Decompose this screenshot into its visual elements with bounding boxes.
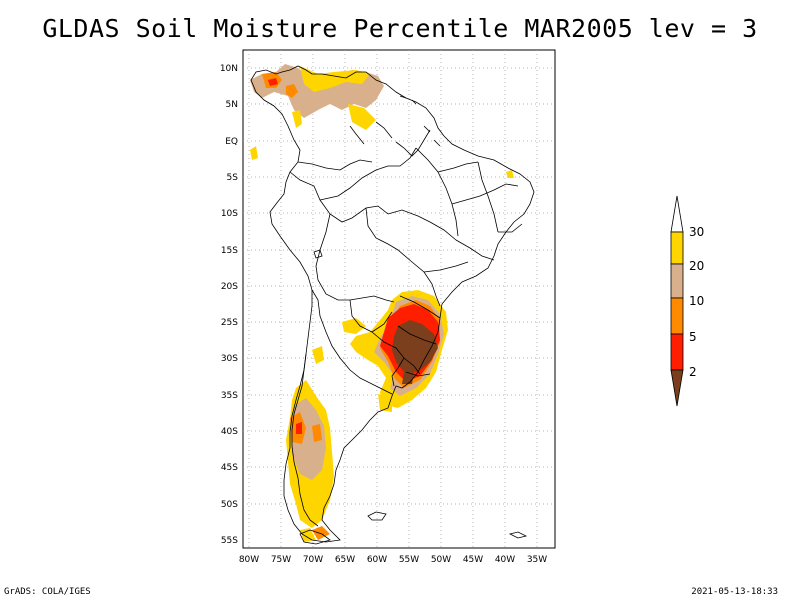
legend-label: 30: [689, 225, 704, 239]
legend-swatch-30: [670, 231, 684, 265]
chart-title: GLDAS Soil Moisture Percentile MAR2005 l…: [42, 14, 758, 43]
shade-coast-yellow: [250, 146, 258, 160]
lon-label: 70W: [303, 555, 323, 565]
lon-label: 75W: [271, 555, 291, 565]
tierra-del-fuego: [299, 529, 331, 545]
legend-label: 10: [689, 294, 704, 308]
shade-north-yellow-3: [292, 110, 302, 128]
lon-label: 80W: [239, 555, 259, 565]
legend-label: 20: [689, 259, 704, 273]
border-lines: [289, 121, 441, 527]
lat-label: 50S: [221, 500, 238, 510]
legend-swatch-10: [670, 297, 684, 335]
falklands: [367, 511, 387, 521]
lat-label: 5N: [226, 100, 238, 110]
shade-tip-yellow: [300, 528, 316, 542]
lat-label: 10S: [221, 209, 238, 219]
legend-arrow-top: [670, 195, 684, 233]
colorbar-legend: [670, 195, 684, 407]
lat-label: 25S: [221, 318, 238, 328]
lat-label: EQ: [225, 137, 238, 147]
shaded-fields: [250, 64, 514, 542]
lon-label: 45W: [463, 555, 483, 565]
lat-label: 55S: [221, 536, 238, 546]
lake-titicaca: [313, 249, 323, 259]
legend-swatch-20: [670, 263, 684, 299]
lat-axis: 10N 5N EQ 5S 10S 15S 20S 25S 30S 35S 40S…: [220, 64, 238, 546]
shade-north-yellow: [300, 66, 370, 92]
lat-label: 45S: [221, 463, 238, 473]
shade-patagonia-orange-2: [312, 424, 322, 442]
state-lines: [387, 147, 523, 377]
footer-credit: GrADS: COLA/IGES: [4, 587, 91, 597]
shade-patagonia-red: [296, 422, 302, 434]
legend-arrow-bottom: [670, 369, 684, 407]
shade-tip-orange: [312, 526, 330, 540]
coastlines: [250, 65, 535, 545]
lon-label: 60W: [367, 555, 387, 565]
lon-label: 50W: [431, 555, 451, 565]
shade-north-red: [268, 78, 278, 86]
colorbar-labels: 30 20 10 5 2: [689, 225, 704, 379]
footer-timestamp: 2021-05-13-18:33: [691, 587, 778, 597]
lon-label: 40W: [495, 555, 515, 565]
lat-label: 20S: [221, 282, 238, 292]
shade-ne-yellow: [506, 170, 514, 178]
caribbean-islands: [399, 95, 441, 147]
lat-label: 15S: [221, 246, 238, 256]
shade-north-yellow-2: [348, 104, 376, 130]
lat-label: 40S: [221, 427, 238, 437]
lon-label: 35W: [527, 555, 547, 565]
legend-label: 5: [689, 330, 697, 344]
legend-swatch-5: [670, 333, 684, 371]
lat-label: 10N: [220, 64, 238, 74]
legend-label: 2: [689, 365, 697, 379]
lat-label: 35S: [221, 391, 238, 401]
lon-label: 55W: [399, 555, 419, 565]
lon-label: 65W: [335, 555, 355, 565]
lon-axis: 80W 75W 70W 65W 60W 55W 50W 45W 40W 35W: [239, 555, 547, 565]
shade-north-orange-2: [286, 84, 298, 98]
lat-label: 30S: [221, 354, 238, 364]
shade-south-yellow-w2: [312, 346, 324, 364]
south-georgia: [508, 531, 528, 539]
lat-label: 5S: [227, 173, 239, 183]
shade-south-yellow-w: [342, 318, 366, 334]
